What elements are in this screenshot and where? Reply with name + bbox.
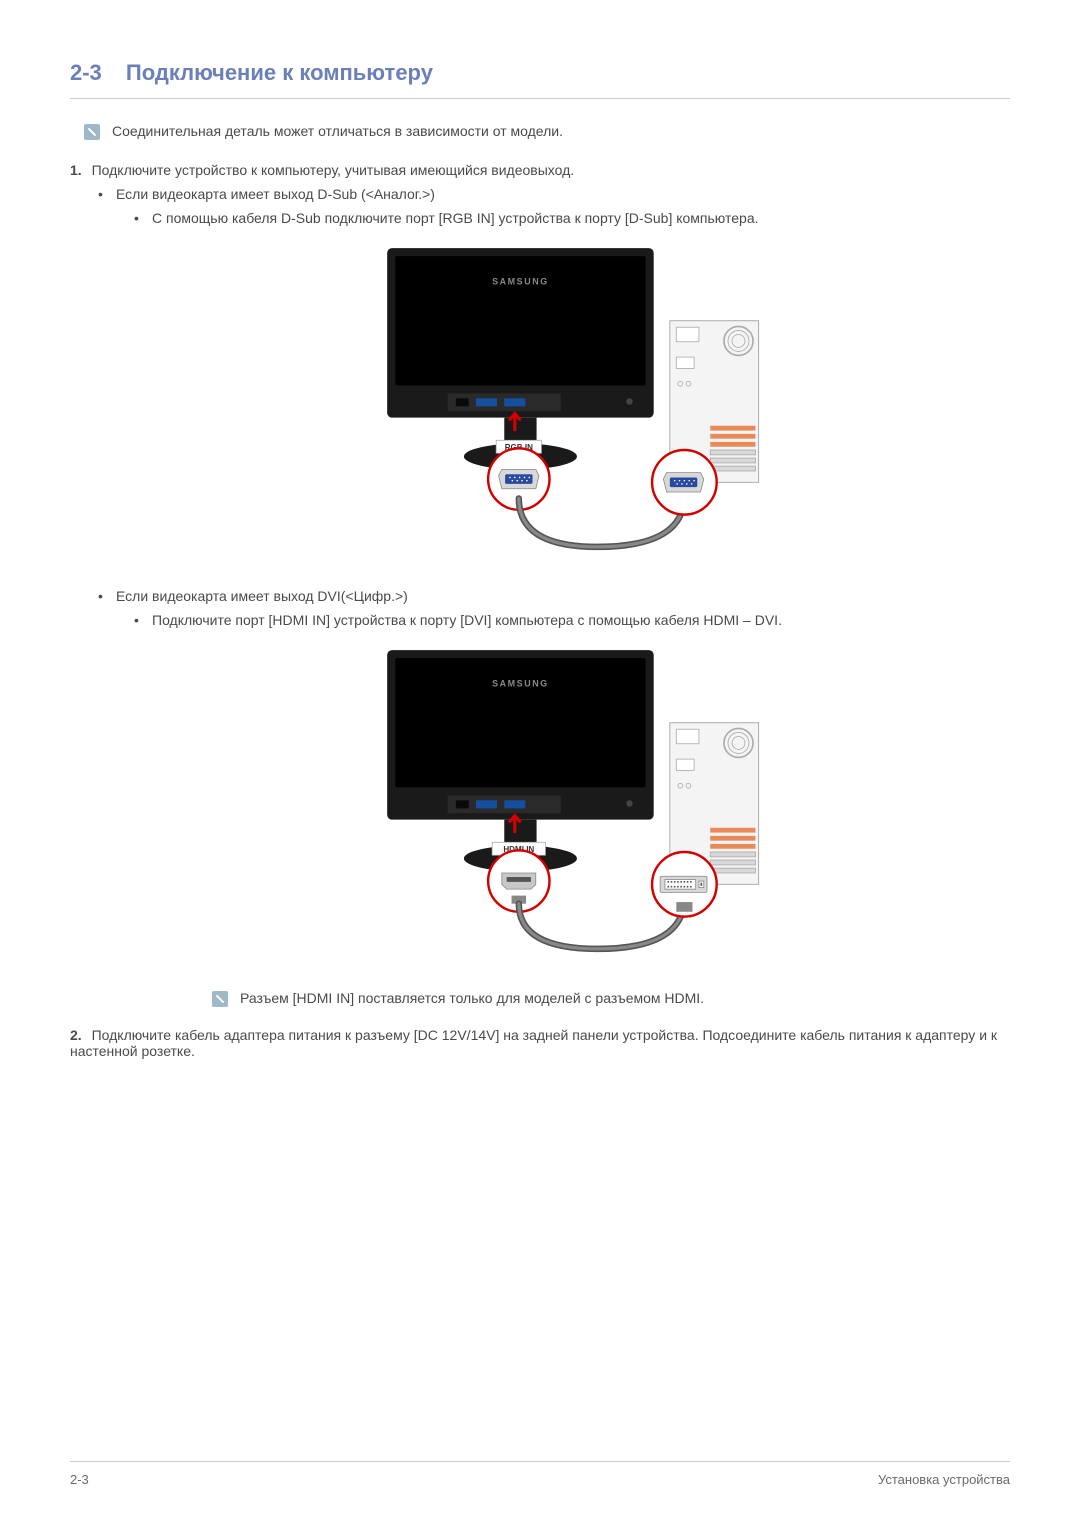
page-footer: 2-3 Установка устройства <box>70 1461 1010 1487</box>
footer-right: Установка устройства <box>878 1472 1010 1487</box>
step-1: 1. Подключите устройство к компьютеру, у… <box>70 162 1010 1007</box>
brand-label: SAMSUNG <box>492 678 549 688</box>
hdmi-note-text: Разъем [HDMI IN] поставляется только для… <box>240 990 704 1006</box>
dvi-detail-item: Подключите порт [HDMI IN] устройства к п… <box>134 612 1010 1007</box>
section-heading: 2-3 Подключение к компьютеру <box>70 60 1010 99</box>
diagram-hdmi: SAMSUNG HDMI IN <box>152 642 1010 968</box>
hdmi-note: Разъем [HDMI IN] поставляется только для… <box>212 990 1010 1007</box>
note-icon <box>212 991 228 1007</box>
step-number: 2. <box>70 1027 82 1043</box>
connection-diagram-rgb: SAMSUNG <box>371 240 791 563</box>
brand-label: SAMSUNG <box>492 276 549 286</box>
step-text: Подключите кабель адаптера питания к раз… <box>70 1027 997 1059</box>
connection-diagram-hdmi: SAMSUNG HDMI IN <box>371 642 791 965</box>
dsub-title: Если видеокарта имеет выход D-Sub (<Анал… <box>116 186 435 202</box>
step-number: 1. <box>70 162 82 178</box>
substeps: Если видеокарта имеет выход D-Sub (<Анал… <box>98 186 1010 1007</box>
top-note: Соединительная деталь может отличаться в… <box>84 123 1010 140</box>
dvi-detail: Подключите порт [HDMI IN] устройства к п… <box>152 612 782 628</box>
dvi-title: Если видеокарта имеет выход DVI(<Цифр.>) <box>116 588 408 604</box>
footer-left: 2-3 <box>70 1472 89 1487</box>
note-text: Соединительная деталь может отличаться в… <box>112 123 563 139</box>
steps-list: 1. Подключите устройство к компьютеру, у… <box>70 162 1010 1059</box>
dvi-option: Если видеокарта имеет выход DVI(<Цифр.>)… <box>98 588 1010 1007</box>
step-text: Подключите устройство к компьютеру, учит… <box>92 162 575 178</box>
step-2: 2. Подключите кабель адаптера питания к … <box>70 1027 1010 1059</box>
note-icon <box>84 124 100 140</box>
dsub-detail: С помощью кабеля D-Sub подключите порт [… <box>152 210 759 226</box>
diagram-rgb: SAMSUNG <box>152 240 1010 566</box>
dsub-detail-item: С помощью кабеля D-Sub подключите порт [… <box>134 210 1010 566</box>
section-title: Подключение к компьютеру <box>126 60 433 85</box>
dsub-option: Если видеокарта имеет выход D-Sub (<Анал… <box>98 186 1010 566</box>
section-number: 2-3 <box>70 60 102 85</box>
